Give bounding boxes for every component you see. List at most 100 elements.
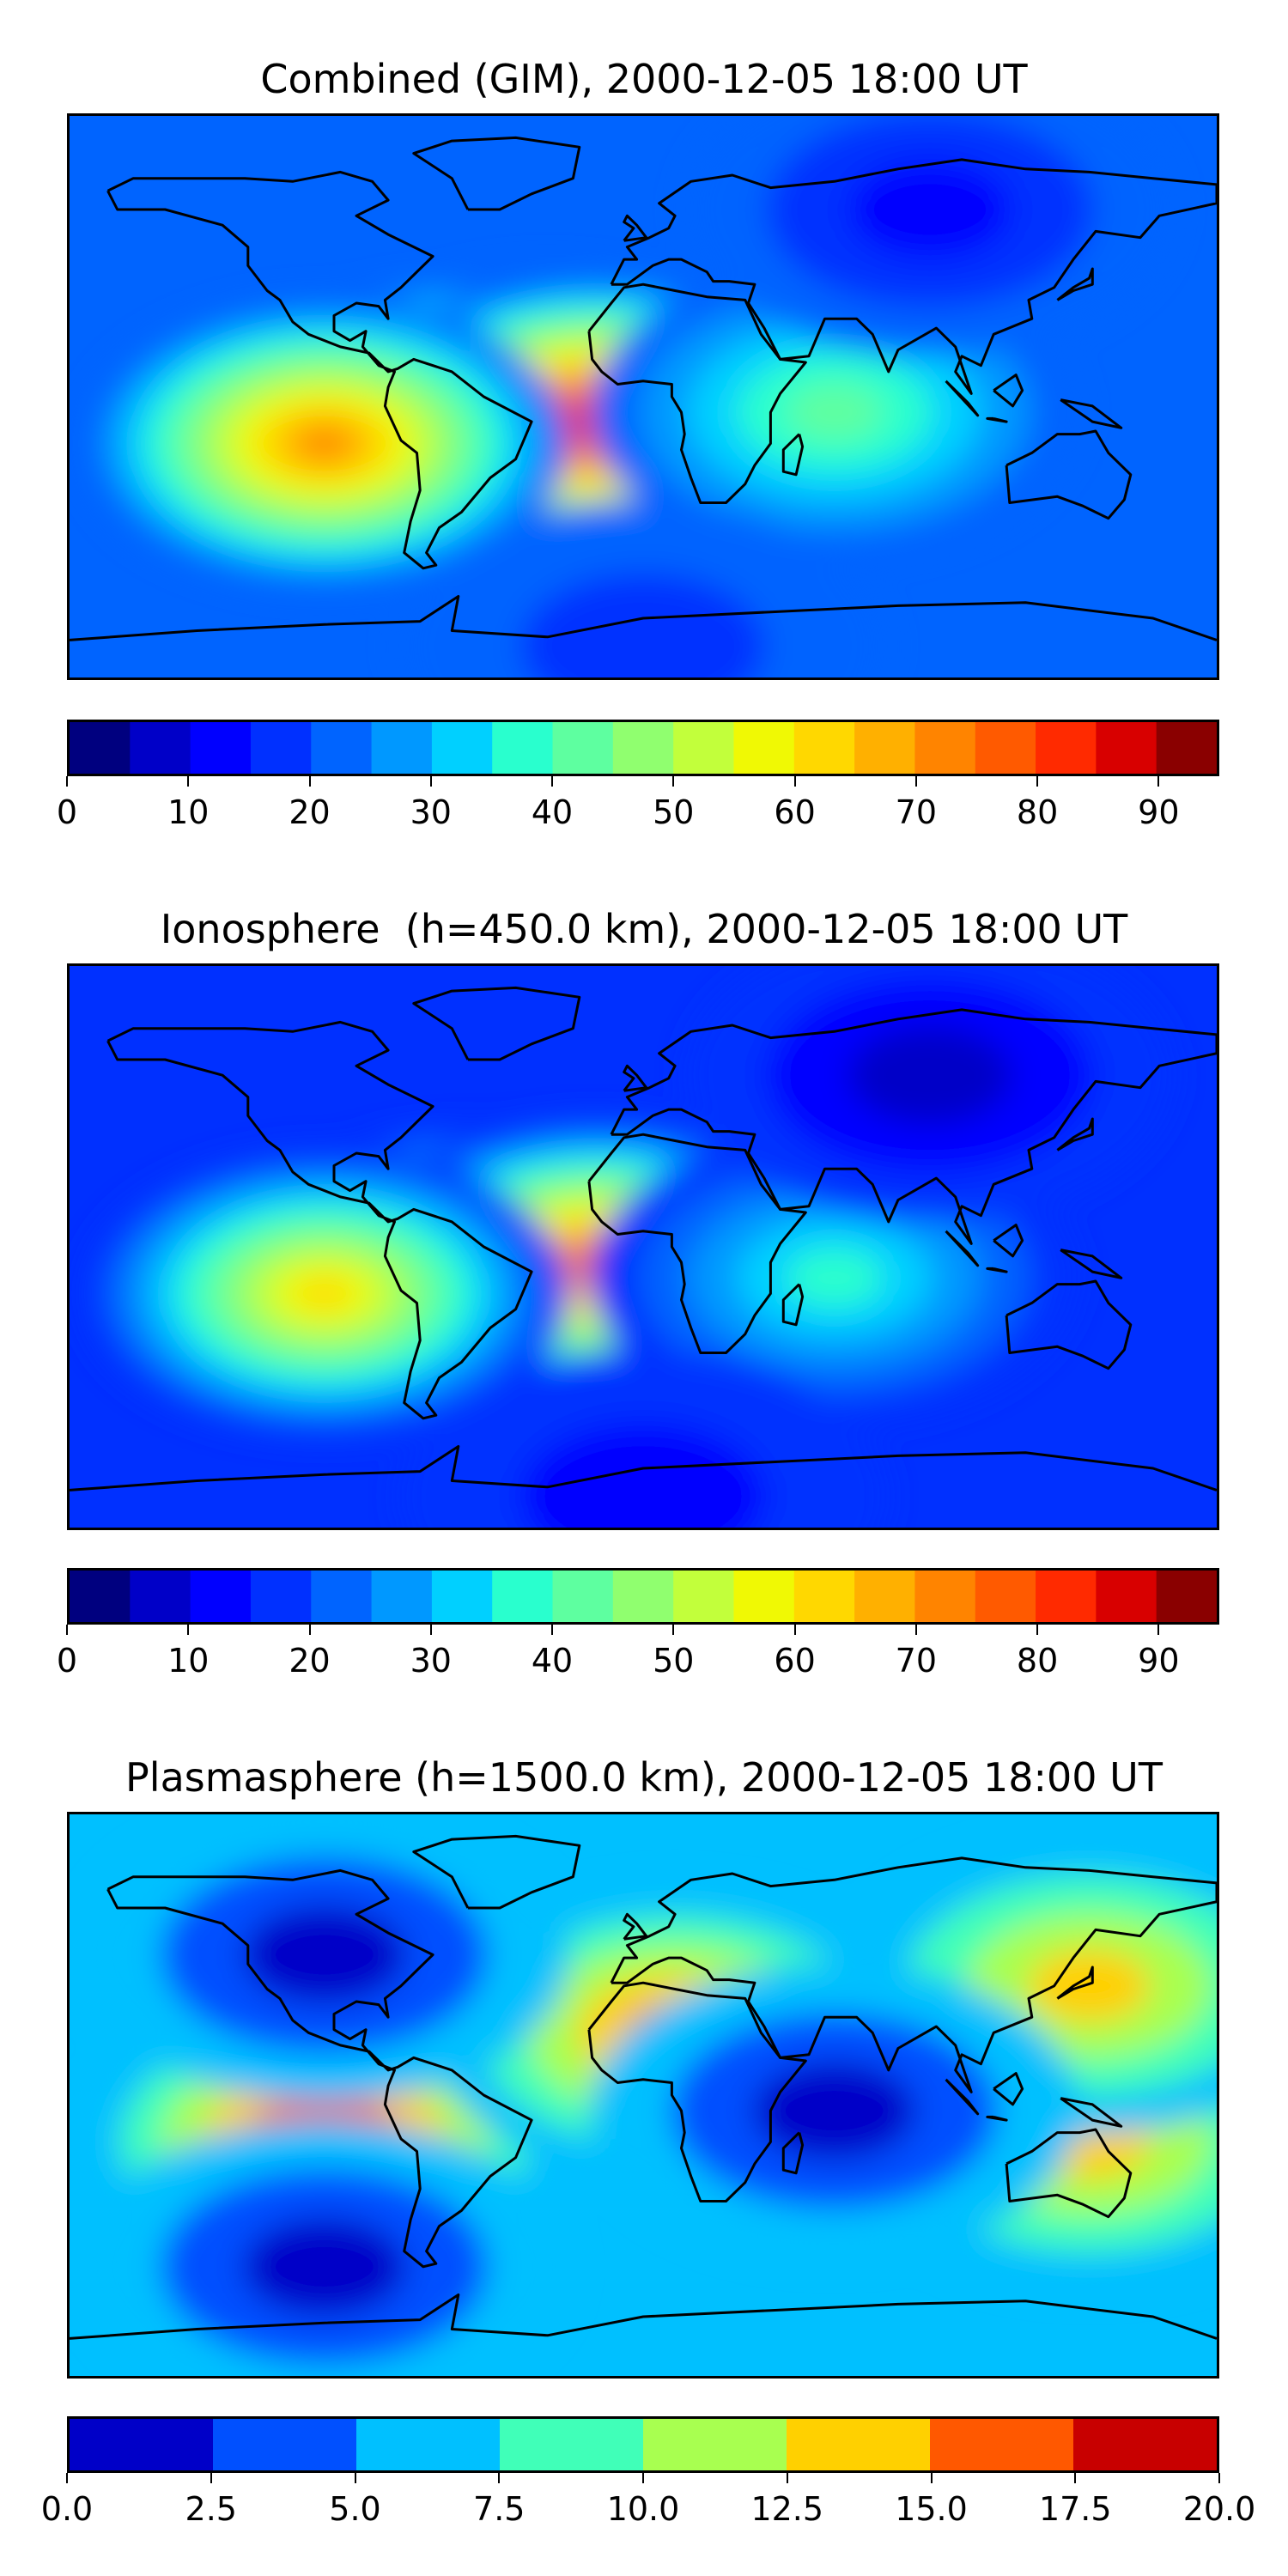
colorbar-tick-label: 50 xyxy=(653,1642,695,1680)
panel-title: Plasmasphere (h=1500.0 km), 2000-12-05 1… xyxy=(125,1754,1163,1801)
colorbar-tick xyxy=(66,1625,68,1635)
colorbar-segment xyxy=(70,722,131,774)
heatmap-feature-south-pacific-low xyxy=(242,2217,406,2316)
coastline xyxy=(106,1868,533,2269)
coastline xyxy=(587,1133,807,1354)
heatmap-map xyxy=(67,1812,1219,2379)
coastline xyxy=(945,2078,980,2116)
colorbar-segment xyxy=(612,722,674,774)
colorbar-segment xyxy=(733,722,795,774)
coastline xyxy=(412,1834,581,1910)
heatmap-svg xyxy=(70,116,1217,677)
colorbar-tick-label: 10.0 xyxy=(606,2490,680,2528)
colorbar-tick xyxy=(1074,2473,1077,2483)
colorbar-segment xyxy=(500,2419,644,2470)
heatmap-svg xyxy=(70,966,1217,1528)
coastline xyxy=(70,2293,1217,2340)
colorbar-segment xyxy=(733,1571,795,1622)
colorbar-tick xyxy=(551,776,554,787)
colorbar-tick xyxy=(642,2473,644,2483)
colorbar-tick-label: 0.0 xyxy=(40,2490,94,2528)
colorbar-tick xyxy=(793,1625,796,1635)
colorbar-segment xyxy=(431,722,493,774)
heatmap-feature-antarctic-low xyxy=(520,573,766,677)
colorbar-tick xyxy=(786,2473,788,2483)
heatmap-feature-east-pacific-high xyxy=(301,429,347,458)
coastline xyxy=(106,170,533,570)
colorbar-segment xyxy=(552,722,614,774)
colorbar-segment xyxy=(1096,722,1157,774)
colorbar-segment xyxy=(793,722,855,774)
coastline xyxy=(1060,2097,1123,2128)
coastline xyxy=(412,986,581,1061)
colorbar-tick xyxy=(498,2473,501,2483)
colorbar-tick-label: 30 xyxy=(410,793,452,831)
colorbar-tick xyxy=(308,776,311,787)
colorbar-segment xyxy=(250,1571,312,1622)
colorbar-segment xyxy=(311,722,373,774)
heatmap-feature-north-asia-low xyxy=(848,1026,1012,1125)
colorbar-tick-label: 2.5 xyxy=(185,2490,237,2528)
coastlines xyxy=(70,1834,1217,2340)
coastlines xyxy=(70,986,1217,1492)
colorbar-segment xyxy=(250,722,312,774)
colorbar-segment xyxy=(673,1571,734,1622)
coastline xyxy=(781,2131,805,2175)
colorbar-segment xyxy=(70,1571,131,1622)
colorbar-tick xyxy=(1036,1625,1039,1635)
colorbar-tick xyxy=(66,2473,68,2483)
colorbar-tick-label: 80 xyxy=(1016,793,1059,831)
colorbar xyxy=(67,720,1219,776)
colorbar-tick-label: 80 xyxy=(1016,1642,1059,1680)
colorbar-segment xyxy=(854,722,915,774)
coastline xyxy=(1056,267,1094,301)
heatmap-map xyxy=(67,113,1219,680)
colorbar-tick-label: 90 xyxy=(1138,1642,1180,1680)
coastline xyxy=(945,1230,980,1267)
colorbar-svg xyxy=(70,722,1217,774)
heatmap-feature-indian-ocean-band xyxy=(785,382,884,442)
colorbar-segment xyxy=(492,722,554,774)
coastline xyxy=(781,433,805,477)
colorbar-segment xyxy=(1096,1571,1157,1622)
colorbar-tick-label: 70 xyxy=(895,793,938,831)
coastline xyxy=(587,1981,807,2202)
colorbar-segment xyxy=(975,722,1036,774)
colorbar-segment xyxy=(1156,722,1217,774)
coastline xyxy=(986,2115,1008,2122)
colorbar-tick-label: 17.5 xyxy=(1038,2490,1112,2528)
colorbar-tick xyxy=(187,1625,190,1635)
colorbar-tick-label: 30 xyxy=(410,1642,452,1680)
coastline xyxy=(986,416,1008,423)
colorbar-tick-label: 7.5 xyxy=(473,2490,526,2528)
coastline xyxy=(1060,1249,1123,1279)
colorbar-segment xyxy=(930,2419,1074,2470)
colorbar-tick xyxy=(210,2473,212,2483)
coastline xyxy=(986,1267,1008,1273)
colorbar-segment xyxy=(552,1571,614,1622)
colorbar-ticks: 0 10 20 30 40 50 60 70 80 90 xyxy=(57,1625,1219,1680)
colorbar-tick xyxy=(1218,2473,1220,2483)
colorbar-tick-label: 5.0 xyxy=(329,2490,381,2528)
colorbar-tick-label: 0 xyxy=(56,1642,78,1680)
colorbar-segment xyxy=(854,1571,915,1622)
panel-title: Ionosphere (h=450.0 km), 2000-12-05 18:0… xyxy=(160,906,1128,952)
colorbar-segment xyxy=(914,722,976,774)
colorbar-tick-label: 60 xyxy=(774,793,816,831)
colorbar-tick xyxy=(429,1625,432,1635)
colorbar-segment xyxy=(1036,722,1097,774)
coastlines xyxy=(70,136,1217,641)
colorbar-segment xyxy=(673,722,734,774)
coastline xyxy=(1060,398,1123,429)
colorbar-segment xyxy=(190,1571,252,1622)
heatmap-feature-japan-high xyxy=(1028,1949,1151,2023)
colorbar-tick xyxy=(914,1625,917,1635)
colorbar-ticks: 0.0 2.5 5.0 7.5 10.0 12.5 15.0 17.5 20.0 xyxy=(41,2473,1255,2528)
colorbar-segment xyxy=(371,722,433,774)
colorbar-tick-label: 60 xyxy=(774,1642,816,1680)
coastline xyxy=(1005,1279,1133,1370)
colorbar-tick-label: 0 xyxy=(56,793,78,831)
colorbar xyxy=(67,1568,1219,1625)
coastline xyxy=(993,374,1024,408)
coastline xyxy=(1005,2128,1133,2219)
